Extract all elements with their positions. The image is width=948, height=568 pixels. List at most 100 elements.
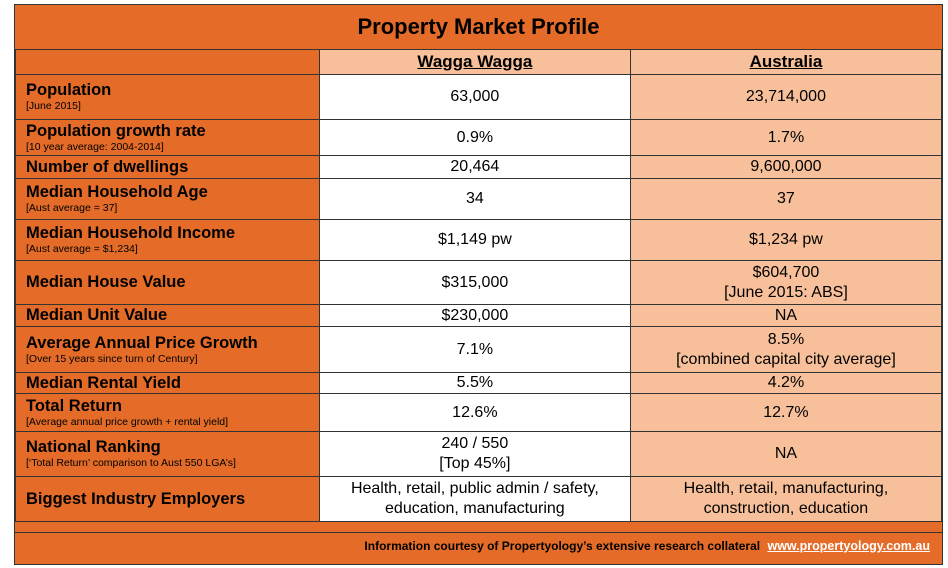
profile-table: Wagga Wagga Australia Population [June 20… [15,49,943,522]
footer: Information courtesy of Propertyology’s … [15,532,942,565]
value-cell-australia: $604,700 [June 2015: ABS] [629,260,943,305]
table-row: Population growth rate [10 year average: … [15,119,943,156]
row-label: Biggest Industry Employers [26,489,246,508]
row-label: Median Household Age [26,183,208,201]
table-row: Median Household Age [Aust average = 37] 3… [15,178,943,220]
row-sublabel: [June 2015] [26,100,81,112]
table-row: Median Household Income [Aust average = $… [15,219,943,261]
cell-value: 4.2% [767,374,805,391]
value-cell-wagga: $230,000 [318,304,631,327]
value-cell-wagga: $315,000 [318,260,631,305]
row-label-cell: Median House Value [15,260,320,305]
value-cell-wagga: 0.9% [318,119,631,156]
cell-value: 23,714,000 [745,88,826,105]
cell-value: construction, education [703,500,869,517]
value-cell-australia: 8.5% [combined capital city average] [629,326,943,373]
cell-value: 5.5% [456,374,494,391]
row-label-cell: Average Annual Price Growth [Over 15 year… [15,326,320,373]
row-label-cell: Biggest Industry Employers [15,476,320,522]
table-row: Number of dwellings 20,464 9,600,000 [15,155,943,179]
cell-value: 12.7% [763,403,809,421]
value-cell-wagga: 5.5% [318,372,631,394]
property-profile-frame: Property Market Profile Wagga Wagga Aust… [14,4,943,565]
row-label-cell: National Ranking [‘Total Return’ comparis… [15,431,320,477]
cell-value: NA [774,306,798,324]
cell-value: 0.9% [456,128,494,146]
row-label-cell: Median Household Age [Aust average = 37] [15,178,320,220]
cell-value: [combined capital city average] [676,350,896,368]
cell-value: [June 2015: ABS] [724,283,848,301]
header-label-cell [15,49,320,75]
footer-credit: Information courtesy of Propertyology’s … [364,539,761,553]
value-cell-wagga: 34 [318,178,631,220]
row-sublabel: [Over 15 years since turn of Century] [26,352,198,365]
column-header-wagga-text: Wagga Wagga [417,51,533,71]
row-label-cell: Number of dwellings [15,155,320,179]
cell-value: $604,700 [752,263,820,281]
footer-text-wrap: Information courtesy of Propertyology’s … [364,539,930,553]
website-link[interactable]: www.propertyology.com.au [767,539,930,553]
value-cell-wagga: $1,149 pw [318,219,631,261]
table-row: National Ranking [‘Total Return’ comparis… [15,431,943,477]
cell-value: 8.5% [767,330,805,348]
value-cell-australia: NA [629,304,943,327]
row-sublabel: [Aust average = 37] [26,202,118,214]
cell-value: 37 [777,190,795,207]
value-cell-australia: 4.2% [629,372,943,394]
row-label: Median Unit Value [26,306,168,324]
value-cell-australia: $1,234 pw [629,219,943,261]
value-cell-australia: 9,600,000 [629,155,943,179]
table-row: Median Rental Yield 5.5% 4.2% [15,372,943,394]
cell-value: $230,000 [441,306,509,324]
table-row: Average Annual Price Growth [Over 15 year… [15,326,943,373]
column-header-australia-text: Australia [749,51,823,71]
value-cell-australia: NA [629,431,943,477]
value-cell-australia: 37 [629,178,943,220]
row-label: Population growth rate [26,121,206,140]
row-label: National Ranking [26,438,161,456]
value-cell-australia: 1.7% [629,119,943,156]
row-sublabel: [10 year average: 2004-2014] [26,140,164,153]
cell-value: [Top 45%] [439,455,511,472]
value-cell-wagga: Health, retail, public admin / safety, ed… [318,476,631,522]
row-label-cell: Population growth rate [10 year average: … [15,119,320,156]
page-title: Property Market Profile [15,5,942,50]
row-label: Median House Value [26,273,186,291]
table-row: Population [June 2015] 63,000 23,714,000 [15,74,943,120]
value-cell-wagga: 12.6% [318,393,631,432]
cell-value: Health, retail, public admin / safety, [350,480,599,497]
cell-value: 9,600,000 [750,158,822,175]
row-label: Total Return [26,396,122,415]
table-row: Biggest Industry Employers Health, retail… [15,476,943,522]
value-cell-wagga: 240 / 550 [Top 45%] [318,431,631,477]
table-row: Total Return [Average annual price growth… [15,393,943,432]
value-cell-australia: 12.7% [629,393,943,432]
row-label: Population [26,81,112,99]
row-sublabel: [‘Total Return’ comparison to Aust 550 L… [26,457,236,469]
column-header-wagga: Wagga Wagga [318,49,631,75]
row-label: Median Household Income [26,224,236,242]
row-label: Number of dwellings [26,157,189,176]
column-header-australia: Australia [629,49,943,75]
row-sublabel: [Average annual price growth + rental yi… [26,415,229,428]
row-label-cell: Total Return [Average annual price growth… [15,393,320,432]
value-cell-wagga: 20,464 [318,155,631,179]
cell-value: 20,464 [450,158,500,175]
value-cell-australia: Health, retail, manufacturing, constructi… [629,476,943,522]
row-label: Median Rental Yield [26,373,181,392]
header-row: Wagga Wagga Australia [15,49,943,75]
row-sublabel: [Aust average = $1,234] [26,243,138,255]
value-cell-wagga: 63,000 [318,74,631,120]
cell-value: Health, retail, manufacturing, [683,480,889,497]
row-label-cell: Median Unit Value [15,304,320,327]
cell-value: $315,000 [441,273,509,291]
value-cell-australia: 23,714,000 [629,74,943,120]
row-label-cell: Median Household Income [Aust average = $… [15,219,320,261]
table-row: Median House Value $315,000 $604,700 [June … [15,260,943,305]
cell-value: 240 / 550 [441,435,509,452]
cell-value: NA [774,445,798,462]
row-label-cell: Population [June 2015] [15,74,320,120]
row-label: Average Annual Price Growth [26,333,258,352]
row-label-cell: Median Rental Yield [15,372,320,394]
cell-value: education, manufacturing [385,500,565,517]
